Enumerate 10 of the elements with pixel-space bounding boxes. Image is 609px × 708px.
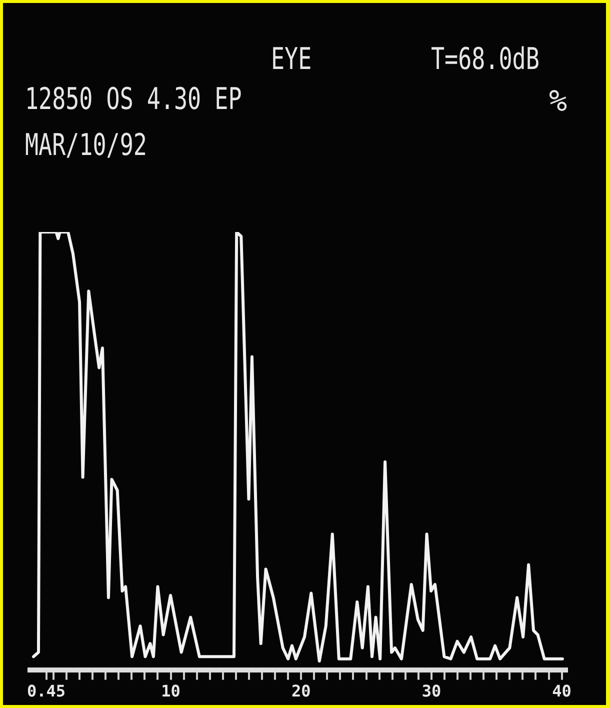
x-tick-label: 10 — [161, 682, 180, 701]
x-tick-label: 0.45 — [27, 682, 66, 701]
text: % — [549, 84, 568, 119]
text: T=68.0dB — [431, 42, 540, 77]
text: MAR/10/92 — [25, 128, 147, 163]
x-tick-label: 30 — [422, 682, 442, 701]
x-tick-label: 20 — [291, 682, 311, 701]
text: EYE — [271, 42, 312, 77]
text: 12850 OS 4.30 EP — [25, 82, 242, 117]
x-tick-label: 40 — [552, 682, 572, 701]
